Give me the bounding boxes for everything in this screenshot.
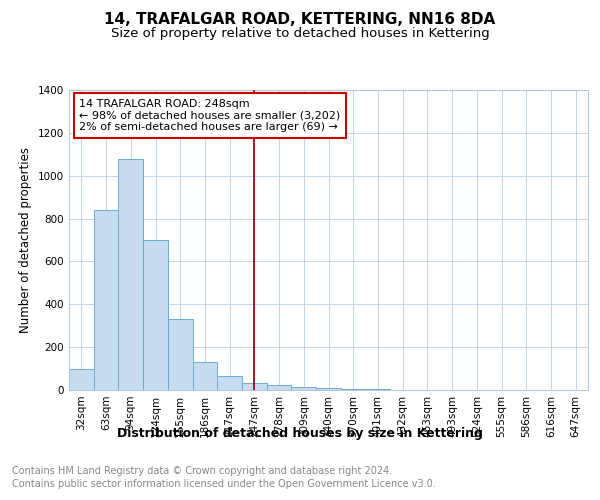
Text: 14 TRAFALGAR ROAD: 248sqm
← 98% of detached houses are smaller (3,202)
2% of sem: 14 TRAFALGAR ROAD: 248sqm ← 98% of detac…: [79, 99, 341, 132]
Text: Contains HM Land Registry data © Crown copyright and database right 2024.: Contains HM Land Registry data © Crown c…: [12, 466, 392, 476]
Bar: [94, 210, 118, 390]
Bar: [69, 368, 94, 390]
Text: Distribution of detached houses by size in Kettering: Distribution of detached houses by size …: [117, 428, 483, 440]
Text: Size of property relative to detached houses in Kettering: Size of property relative to detached ho…: [110, 28, 490, 40]
Text: Contains public sector information licensed under the Open Government Licence v3: Contains public sector information licen…: [12, 479, 436, 489]
Bar: [316, 388, 341, 390]
Bar: [118, 158, 143, 390]
Y-axis label: Number of detached properties: Number of detached properties: [19, 147, 32, 333]
Bar: [217, 376, 242, 390]
Text: 14, TRAFALGAR ROAD, KETTERING, NN16 8DA: 14, TRAFALGAR ROAD, KETTERING, NN16 8DA: [104, 12, 496, 28]
Bar: [143, 240, 168, 390]
Bar: [242, 382, 267, 390]
Bar: [168, 320, 193, 390]
Bar: [193, 362, 217, 390]
Bar: [267, 384, 292, 390]
Bar: [341, 389, 365, 390]
Bar: [292, 387, 316, 390]
